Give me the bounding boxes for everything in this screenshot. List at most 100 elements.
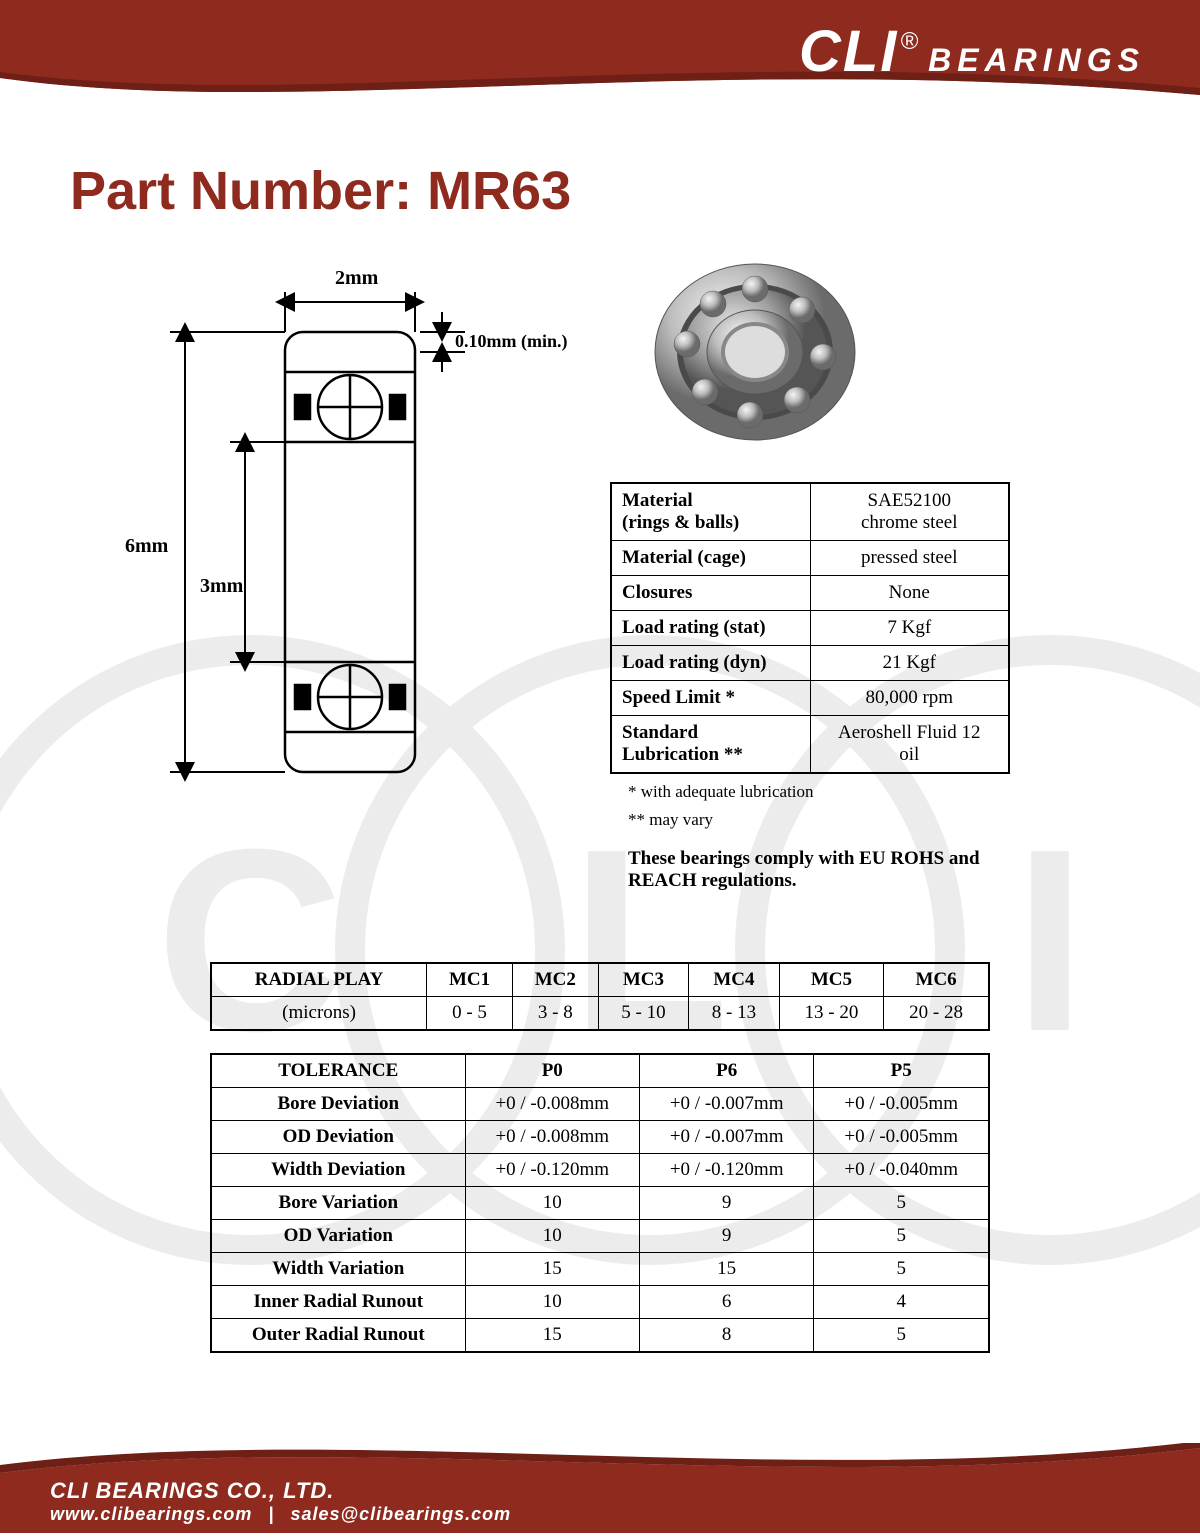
radial-header: MC3 — [598, 963, 688, 997]
specs-label: Material(rings & balls) — [611, 483, 810, 541]
dim-width: 2mm — [335, 267, 379, 289]
tol-value: 10 — [465, 1286, 639, 1319]
tol-row: Outer Radial Runout1585 — [211, 1319, 989, 1353]
tol-value: 6 — [639, 1286, 813, 1319]
header: CLI ® BEARINGS — [0, 0, 1200, 110]
brand-sub: BEARINGS — [928, 42, 1145, 79]
footer-web: WWW.CLIBEARINGS.COM — [50, 1504, 252, 1524]
tol-label: Width Variation — [211, 1253, 465, 1286]
tol-label: OD Variation — [211, 1220, 465, 1253]
tol-value: +0 / -0.008mm — [465, 1121, 639, 1154]
specs-row: Load rating (stat)7 Kgf — [611, 611, 1009, 646]
specs-label: Speed Limit * — [611, 681, 810, 716]
specs-value: 80,000 rpm — [810, 681, 1009, 716]
tol-value: +0 / -0.008mm — [465, 1088, 639, 1121]
specs-label: Load rating (dyn) — [611, 646, 810, 681]
tol-value: +0 / -0.120mm — [639, 1154, 813, 1187]
specs-row: Load rating (dyn)21 Kgf — [611, 646, 1009, 681]
tol-value: 5 — [814, 1220, 989, 1253]
tol-value: 5 — [814, 1319, 989, 1353]
specs-row: StandardLubrication **Aeroshell Fluid 12… — [611, 716, 1009, 774]
radial-header: MC6 — [884, 963, 989, 997]
specs-value: SAE52100chrome steel — [810, 483, 1009, 541]
specs-row: Material (cage)pressed steel — [611, 541, 1009, 576]
radial-play-table: RADIAL PLAYMC1MC2MC3MC4MC5MC6 (microns)0… — [210, 962, 990, 1031]
radial-value: 8 - 13 — [689, 997, 779, 1031]
tol-value: 10 — [465, 1220, 639, 1253]
tol-row: Width Variation15155 — [211, 1253, 989, 1286]
specs-row: Speed Limit *80,000 rpm — [611, 681, 1009, 716]
specs-value: pressed steel — [810, 541, 1009, 576]
tol-row: OD Variation1095 — [211, 1220, 989, 1253]
tol-header: P5 — [814, 1054, 989, 1088]
specs-label: Load rating (stat) — [611, 611, 810, 646]
specs-label: StandardLubrication ** — [611, 716, 810, 774]
tol-value: 15 — [465, 1253, 639, 1286]
specs-label: Material (cage) — [611, 541, 810, 576]
technical-diagram: 2mm 0.10mm (min.) 6mm — [70, 252, 570, 892]
tol-value: 9 — [639, 1220, 813, 1253]
radial-value: 3 - 8 — [512, 997, 598, 1031]
specs-row: ClosuresNone — [611, 576, 1009, 611]
tol-value: +0 / -0.120mm — [465, 1154, 639, 1187]
tol-value: +0 / -0.005mm — [814, 1088, 989, 1121]
brand-reg: ® — [900, 28, 918, 56]
radial-header: MC5 — [779, 963, 884, 997]
tol-row: Width Deviation+0 / -0.120mm+0 / -0.120m… — [211, 1154, 989, 1187]
tol-value: +0 / -0.005mm — [814, 1121, 989, 1154]
tol-label: Width Deviation — [211, 1154, 465, 1187]
tol-value: 15 — [465, 1319, 639, 1353]
radial-header: MC1 — [427, 963, 513, 997]
tol-value: +0 / -0.007mm — [639, 1088, 813, 1121]
spec-note-1: * with adequate lubrication — [628, 782, 1130, 802]
radial-value: 0 - 5 — [427, 997, 513, 1031]
tol-label: Bore Deviation — [211, 1088, 465, 1121]
radial-value: 5 - 10 — [598, 997, 688, 1031]
footer: CLI BEARINGS CO., LTD. WWW.CLIBEARINGS.C… — [0, 1443, 1200, 1533]
tol-value: 5 — [814, 1187, 989, 1220]
tol-label: Outer Radial Runout — [211, 1319, 465, 1353]
dim-inner: 3mm — [200, 575, 244, 597]
footer-email: SALES@CLIBEARINGS.COM — [290, 1504, 511, 1524]
tol-value: 10 — [465, 1187, 639, 1220]
specs-row: Material(rings & balls)SAE52100chrome st… — [611, 483, 1009, 541]
page-title: Part Number: MR63 — [70, 160, 1130, 222]
spec-note-2: ** may vary — [628, 810, 1130, 830]
specs-label: Closures — [611, 576, 810, 611]
radial-header: MC4 — [689, 963, 779, 997]
radial-header: MC2 — [512, 963, 598, 997]
brand-logo: CLI ® BEARINGS — [799, 18, 1145, 85]
tol-value: 9 — [639, 1187, 813, 1220]
tol-value: 15 — [639, 1253, 813, 1286]
footer-company: CLI BEARINGS CO., LTD. — [50, 1478, 511, 1504]
radial-header: RADIAL PLAY — [211, 963, 427, 997]
tol-header: P6 — [639, 1054, 813, 1088]
radial-value: 20 - 28 — [884, 997, 989, 1031]
tol-row: Inner Radial Runout1064 — [211, 1286, 989, 1319]
tol-value: 5 — [814, 1253, 989, 1286]
tol-value: 8 — [639, 1319, 813, 1353]
tol-header: TOLERANCE — [211, 1054, 465, 1088]
footer-sep: | — [268, 1504, 274, 1524]
tol-header: P0 — [465, 1054, 639, 1088]
tol-value: 4 — [814, 1286, 989, 1319]
tol-value: +0 / -0.007mm — [639, 1121, 813, 1154]
radial-value: 13 - 20 — [779, 997, 884, 1031]
specs-value: Aeroshell Fluid 12oil — [810, 716, 1009, 774]
dim-outer: 6mm — [125, 535, 169, 557]
compliance-note: These bearings comply with EU ROHS and R… — [628, 848, 1008, 892]
tol-value: +0 / -0.040mm — [814, 1154, 989, 1187]
radial-unit: (microns) — [211, 997, 427, 1031]
specs-value: None — [810, 576, 1009, 611]
tol-label: Inner Radial Runout — [211, 1286, 465, 1319]
tol-row: Bore Variation1095 — [211, 1187, 989, 1220]
tol-row: OD Deviation+0 / -0.008mm+0 / -0.007mm+0… — [211, 1121, 989, 1154]
specs-table: Material(rings & balls)SAE52100chrome st… — [610, 482, 1010, 774]
specs-value: 7 Kgf — [810, 611, 1009, 646]
tol-label: OD Deviation — [211, 1121, 465, 1154]
tol-row: Bore Deviation+0 / -0.008mm+0 / -0.007mm… — [211, 1088, 989, 1121]
brand-name: CLI — [799, 18, 898, 85]
specs-value: 21 Kgf — [810, 646, 1009, 681]
tol-label: Bore Variation — [211, 1187, 465, 1220]
bearing-photo — [640, 252, 870, 452]
